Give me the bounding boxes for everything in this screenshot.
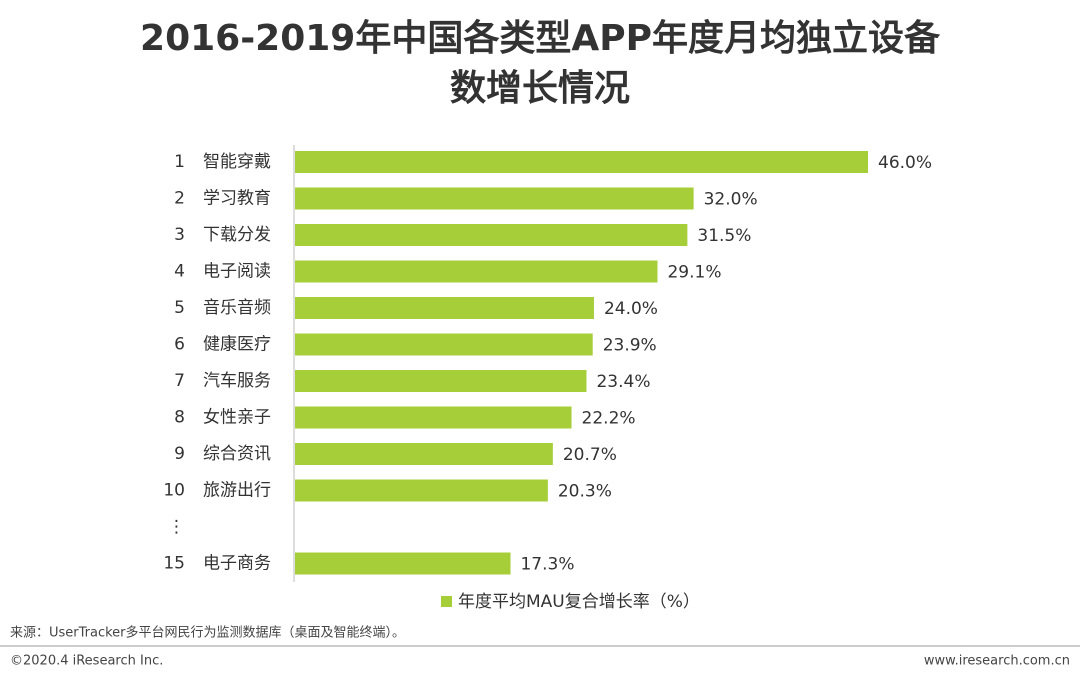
bar: [295, 443, 553, 465]
value-label: 20.3%: [558, 482, 612, 502]
legend-swatch: [441, 596, 452, 607]
value-label: 24.0%: [604, 299, 658, 319]
rank-label: 6: [174, 335, 185, 355]
value-label: 23.9%: [603, 336, 657, 356]
category-label: 下载分发: [203, 225, 271, 245]
rank-label: 8: [174, 408, 185, 428]
bar: [295, 479, 548, 502]
value-label: 22.2%: [582, 409, 636, 429]
category-label: 综合资讯: [203, 444, 271, 464]
value-label: 23.4%: [596, 372, 650, 392]
value-label: 29.1%: [667, 263, 721, 283]
bar: [295, 151, 868, 173]
bar: [295, 260, 658, 283]
rank-label: 15: [163, 554, 185, 574]
rank-label: 10: [163, 481, 185, 501]
bar: [295, 552, 511, 575]
category-label: 汽车服务: [203, 371, 271, 391]
chart-title: 数增长情况: [450, 68, 630, 109]
bar: [295, 406, 572, 429]
value-label: 31.5%: [697, 226, 751, 246]
rank-label: ⋮: [168, 517, 185, 537]
copyright: ©2020.4 iResearch Inc.: [10, 654, 163, 669]
website: www.iresearch.com.cn: [924, 654, 1070, 669]
bar: [295, 297, 594, 319]
category-label: 旅游出行: [203, 481, 271, 501]
bar: [295, 333, 593, 356]
bar: [295, 224, 688, 246]
value-label: 20.7%: [563, 445, 617, 465]
value-label: 17.3%: [520, 555, 574, 575]
category-label: 女性亲子: [203, 408, 271, 428]
category-label: 智能穿戴: [203, 152, 271, 172]
legend-label: 年度平均MAU复合增长率（%）: [458, 592, 700, 612]
rank-label: 4: [174, 262, 185, 282]
rank-label: 7: [174, 371, 185, 391]
rank-label: 2: [174, 189, 185, 209]
source: 来源：UserTracker多平台网民行为监测数据库（桌面及智能终端）。: [10, 625, 405, 641]
bar: [295, 187, 694, 210]
category-label: 学习教育: [203, 189, 271, 209]
bar: [295, 370, 587, 392]
category-label: 音乐音频: [203, 298, 271, 318]
rank-label: 5: [174, 298, 185, 318]
category-label: 电子商务: [203, 554, 271, 574]
rank-label: 1: [174, 152, 185, 172]
rank-label: 3: [174, 225, 185, 245]
rank-label: 9: [174, 444, 185, 464]
category-label: 电子阅读: [203, 262, 271, 282]
chart-title: 2016-2019年中国各类型APP年度月均独立设备: [140, 18, 941, 59]
value-label: 46.0%: [878, 153, 932, 173]
value-label: 32.0%: [704, 190, 758, 210]
category-label: 健康医疗: [203, 335, 271, 355]
